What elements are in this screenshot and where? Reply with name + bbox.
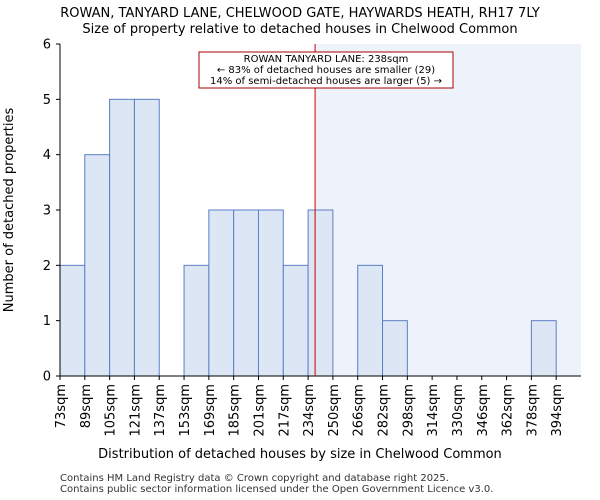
x-tick-label: 282sqm xyxy=(377,384,392,437)
x-tick-label: 169sqm xyxy=(203,384,218,437)
y-tick-label: 2 xyxy=(43,259,51,274)
x-tick-label: 73sqm xyxy=(54,384,69,428)
bar-73sqm xyxy=(59,264,86,377)
footer-line-2: Contains public sector information licen… xyxy=(60,484,494,495)
x-axis-label: Distribution of detached houses by size … xyxy=(98,447,502,462)
bar-201sqm xyxy=(257,209,284,377)
annotation-line-1: ROWAN TANYARD LANE: 238sqm xyxy=(244,54,409,65)
chart-subtitle: Size of property relative to detached ho… xyxy=(82,22,517,37)
y-tick-label: 6 xyxy=(43,38,51,53)
annotation-line-3: 14% of semi-detached houses are larger (… xyxy=(210,76,442,87)
bar-89sqm xyxy=(84,154,111,377)
x-tick-label: 89sqm xyxy=(79,384,94,428)
bar-282sqm xyxy=(382,320,408,377)
x-tick-label: 394sqm xyxy=(550,384,565,437)
y-tick-label: 1 xyxy=(43,314,51,329)
bar-234sqm xyxy=(307,209,334,377)
bar-121sqm xyxy=(133,98,160,377)
bar-185sqm xyxy=(233,209,259,377)
bar-153sqm xyxy=(183,264,210,377)
x-tick-label: 250sqm xyxy=(327,384,342,437)
x-tick-label: 266sqm xyxy=(352,384,367,437)
x-tick-label: 217sqm xyxy=(277,384,292,437)
x-tick-label: 330sqm xyxy=(451,384,466,437)
plot-area: 0 1 2 3 4 5 6 73sqm 89sqm 105sqm 121sqm 137sqm 153sq… xyxy=(43,38,581,437)
chart-title: ROWAN, TANYARD LANE, CHELWOOD GATE, HAYW… xyxy=(60,6,540,21)
y-tick-label: 5 xyxy=(43,93,51,108)
bar-169sqm xyxy=(208,209,235,377)
x-tick-label: 314sqm xyxy=(426,384,441,437)
x-tick-label: 153sqm xyxy=(178,384,193,437)
x-tick-label: 234sqm xyxy=(302,384,317,437)
x-tick-label: 362sqm xyxy=(501,384,516,437)
bar-217sqm xyxy=(282,264,309,377)
y-axis-label: Number of detached properties xyxy=(2,108,17,313)
x-tick-label: 137sqm xyxy=(153,384,168,437)
annotation-line-2: ← 83% of detached houses are smaller (29… xyxy=(217,65,435,76)
bar-266sqm xyxy=(357,264,384,377)
y-tick-label: 3 xyxy=(43,204,51,219)
bar-378sqm xyxy=(530,320,557,377)
footer-line-1: Contains HM Land Registry data © Crown c… xyxy=(60,473,449,484)
y-tick-label: 0 xyxy=(43,370,51,385)
x-tick-label: 185sqm xyxy=(228,384,243,437)
bar-105sqm xyxy=(109,98,135,377)
annotation-box xyxy=(198,51,454,89)
x-tick-label: 121sqm xyxy=(128,384,143,437)
x-tick-label: 201sqm xyxy=(252,384,267,437)
x-tick-label: 105sqm xyxy=(104,384,119,437)
x-tick-label: 378sqm xyxy=(525,384,540,437)
x-tick-label: 298sqm xyxy=(401,384,416,437)
y-tick-label: 4 xyxy=(43,148,51,163)
x-tick-label: 346sqm xyxy=(476,384,491,437)
